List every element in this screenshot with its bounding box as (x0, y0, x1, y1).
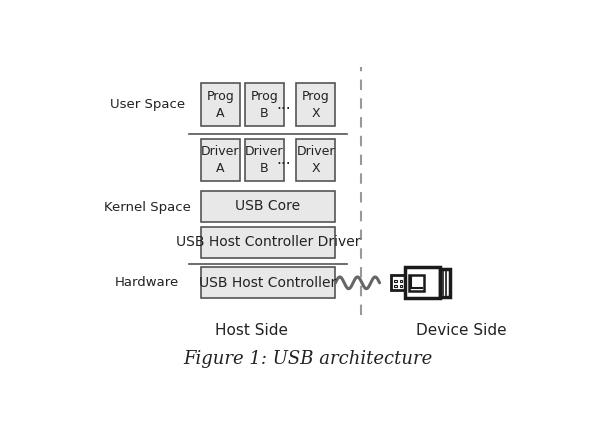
FancyBboxPatch shape (394, 285, 397, 287)
FancyBboxPatch shape (200, 191, 335, 222)
Text: Driver
B: Driver B (245, 145, 284, 175)
FancyBboxPatch shape (296, 83, 335, 126)
FancyBboxPatch shape (296, 139, 335, 181)
FancyBboxPatch shape (400, 285, 403, 287)
FancyBboxPatch shape (400, 280, 403, 282)
Text: Driver
X: Driver X (296, 145, 335, 175)
FancyBboxPatch shape (200, 227, 335, 258)
Text: ...: ... (276, 152, 290, 168)
Text: Prog
A: Prog A (206, 90, 234, 120)
FancyBboxPatch shape (391, 275, 405, 290)
FancyBboxPatch shape (245, 139, 284, 181)
FancyBboxPatch shape (394, 280, 397, 282)
FancyBboxPatch shape (200, 139, 240, 181)
FancyBboxPatch shape (409, 275, 424, 291)
Text: USB Host Controller: USB Host Controller (199, 276, 337, 290)
Text: Kernel Space: Kernel Space (104, 201, 191, 214)
Text: USB Core: USB Core (235, 199, 301, 213)
FancyBboxPatch shape (200, 83, 240, 126)
Text: Host Side: Host Side (215, 323, 288, 338)
Text: Prog
X: Prog X (302, 90, 329, 120)
FancyBboxPatch shape (440, 269, 450, 297)
FancyBboxPatch shape (405, 267, 440, 298)
Text: Driver
A: Driver A (201, 145, 239, 175)
Text: ...: ... (276, 97, 290, 112)
Text: User Space: User Space (110, 98, 185, 111)
Text: USB Host Controller Driver: USB Host Controller Driver (176, 235, 360, 249)
Text: Hardware: Hardware (115, 277, 179, 289)
FancyBboxPatch shape (200, 267, 335, 298)
Text: Figure 1: USB architecture: Figure 1: USB architecture (183, 349, 432, 368)
Text: Device Side: Device Side (416, 323, 506, 338)
Text: Prog
B: Prog B (251, 90, 278, 120)
FancyBboxPatch shape (245, 83, 284, 126)
